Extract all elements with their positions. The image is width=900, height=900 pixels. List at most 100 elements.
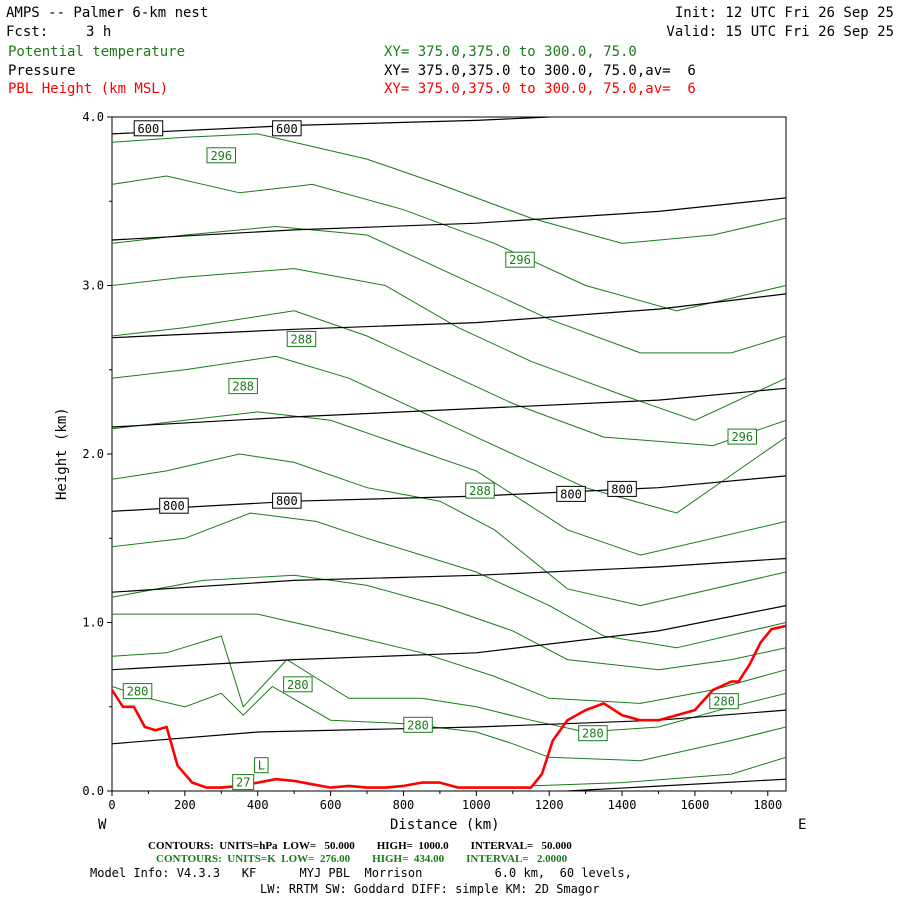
contour-label-text: 280 bbox=[713, 695, 735, 709]
contour-label: 296 bbox=[505, 251, 535, 268]
x-tick-label: 1400 bbox=[608, 798, 637, 812]
contour-label: 800 bbox=[556, 485, 586, 502]
contour-label: 288 bbox=[286, 330, 317, 347]
legend-pbl-xy: XY= 375.0,375.0 to 300.0, 75.0,av= 6 bbox=[384, 81, 696, 97]
theta-contour-288 bbox=[112, 512, 786, 649]
contour-label-box bbox=[133, 120, 164, 137]
contour-label-text: 600 bbox=[276, 122, 298, 136]
pressure-contour-700 bbox=[112, 293, 786, 339]
contour-label: 280 bbox=[709, 693, 739, 710]
footer-contours-k: CONTOURS: UNITS=K LOW= 276.00 HIGH= 434.… bbox=[156, 853, 568, 865]
theta-contour-292 bbox=[112, 411, 786, 556]
contour-label-box bbox=[159, 497, 189, 514]
footer-contours-hpa: CONTOURS: UNITS=hPa LOW= 50.000 HIGH= 10… bbox=[148, 840, 572, 852]
theta-contour-298 bbox=[112, 268, 786, 421]
contour-label-text: 296 bbox=[731, 430, 753, 444]
contour-label-text: 800 bbox=[276, 494, 298, 508]
plot-frame bbox=[111, 116, 787, 792]
west-label: W bbox=[98, 817, 107, 833]
legend-theta-xy: XY= 375.0,375.0 to 300.0, 75.0 bbox=[384, 44, 637, 60]
contour-label-text: 288 bbox=[291, 332, 313, 346]
valid-time: Valid: 15 UTC Fri 26 Sep 25 bbox=[666, 24, 894, 40]
contour-label: 288 bbox=[465, 482, 495, 499]
theta-contour-294 bbox=[112, 355, 786, 514]
contour-label-text: 280 bbox=[407, 718, 429, 732]
contour-label-text: 600 bbox=[138, 122, 160, 136]
contour-label-text: 800 bbox=[611, 482, 633, 496]
contour-label-text: 280 bbox=[127, 685, 149, 699]
contour-label-text: 27 bbox=[236, 776, 250, 790]
contour-label-text: 800 bbox=[163, 499, 185, 513]
x-tick-label: 200 bbox=[174, 798, 196, 812]
contour-label-box bbox=[709, 693, 739, 710]
contour-label-box bbox=[556, 485, 586, 502]
contour-label: 27 bbox=[232, 774, 255, 791]
y-axis-title: Height (km) bbox=[54, 407, 70, 500]
y-tick-label: 2.0 bbox=[82, 447, 104, 461]
theta-contour-304 bbox=[112, 133, 786, 244]
contour-label-box bbox=[727, 428, 757, 445]
pressure-contour-750 bbox=[112, 387, 786, 428]
contour-label-text: L bbox=[258, 759, 265, 773]
contour-label-box bbox=[505, 251, 535, 268]
y-tick-label: 3.0 bbox=[82, 279, 104, 293]
contour-label: 280 bbox=[122, 683, 153, 700]
contour-label-box bbox=[206, 147, 236, 164]
contour-label: 600 bbox=[272, 120, 302, 137]
contour-label-box bbox=[283, 676, 313, 693]
theta-contour-296 bbox=[112, 310, 786, 447]
theta-contour-280 bbox=[112, 685, 786, 762]
contour-label-text: 280 bbox=[287, 678, 309, 692]
y-tick-label: 1.0 bbox=[82, 616, 104, 630]
contour-label-text: 800 bbox=[560, 487, 582, 501]
contour-label: 800 bbox=[607, 480, 637, 497]
contour-label: 296 bbox=[206, 147, 236, 164]
contour-label-box bbox=[232, 774, 255, 791]
y-tick-label: 4.0 bbox=[82, 110, 104, 124]
pressure-contour-1000 bbox=[567, 778, 786, 791]
pressure-contour-900 bbox=[112, 605, 786, 671]
theta-contour-290 bbox=[112, 453, 786, 607]
contour-label: 600 bbox=[133, 120, 164, 137]
pressure-contour-650 bbox=[112, 197, 786, 241]
legend-pbl-name: PBL Height (km MSL) bbox=[8, 81, 169, 97]
theta-contour-278 bbox=[530, 756, 786, 787]
x-tick-label: 800 bbox=[393, 798, 415, 812]
pressure-contour-850 bbox=[112, 557, 786, 593]
contour-label-box bbox=[578, 725, 608, 742]
contour-label: 296 bbox=[727, 428, 757, 445]
contour-label-text: 288 bbox=[232, 380, 254, 394]
fcst-label: Fcst: bbox=[6, 24, 49, 40]
x-tick-label: 1200 bbox=[535, 798, 564, 812]
contour-label-box bbox=[228, 378, 258, 395]
contour-label-box bbox=[122, 683, 153, 700]
pressure-contour-600 bbox=[112, 117, 550, 135]
contour-label: 280 bbox=[283, 676, 313, 693]
theta-contour-284 bbox=[112, 613, 786, 704]
x-tick-label: 1600 bbox=[680, 798, 709, 812]
legend-pressure-name: Pressure bbox=[8, 63, 76, 79]
x-tick-label: 600 bbox=[320, 798, 342, 812]
contour-label-text: 288 bbox=[469, 484, 491, 498]
contour-label-box bbox=[465, 482, 495, 499]
contour-label-box bbox=[272, 492, 302, 509]
fcst-value: 3 h bbox=[86, 24, 112, 40]
contour-label-box bbox=[403, 716, 433, 733]
x-tick-label: 1800 bbox=[753, 798, 782, 812]
east-label: E bbox=[798, 817, 807, 833]
theta-contour-286 bbox=[112, 574, 786, 671]
contour-label-box bbox=[286, 330, 317, 347]
x-tick-label: 0 bbox=[108, 798, 115, 812]
contour-label-box bbox=[607, 480, 637, 497]
contour-label: 280 bbox=[403, 716, 433, 733]
contour-label: L bbox=[254, 757, 269, 774]
x-tick-label: 1000 bbox=[462, 798, 491, 812]
contour-label: 288 bbox=[228, 378, 258, 395]
pbl-height-line bbox=[112, 624, 786, 789]
contour-label-text: 296 bbox=[509, 253, 531, 267]
init-time: Init: 12 UTC Fri 26 Sep 25 bbox=[674, 5, 894, 21]
contour-label-text: 280 bbox=[582, 727, 604, 741]
y-tick-label: 0.0 bbox=[82, 784, 104, 798]
contour-label: 800 bbox=[159, 497, 189, 514]
footer-model-info-2: LW: RRTM SW: Goddard DIFF: simple KM: 2D… bbox=[260, 882, 600, 896]
